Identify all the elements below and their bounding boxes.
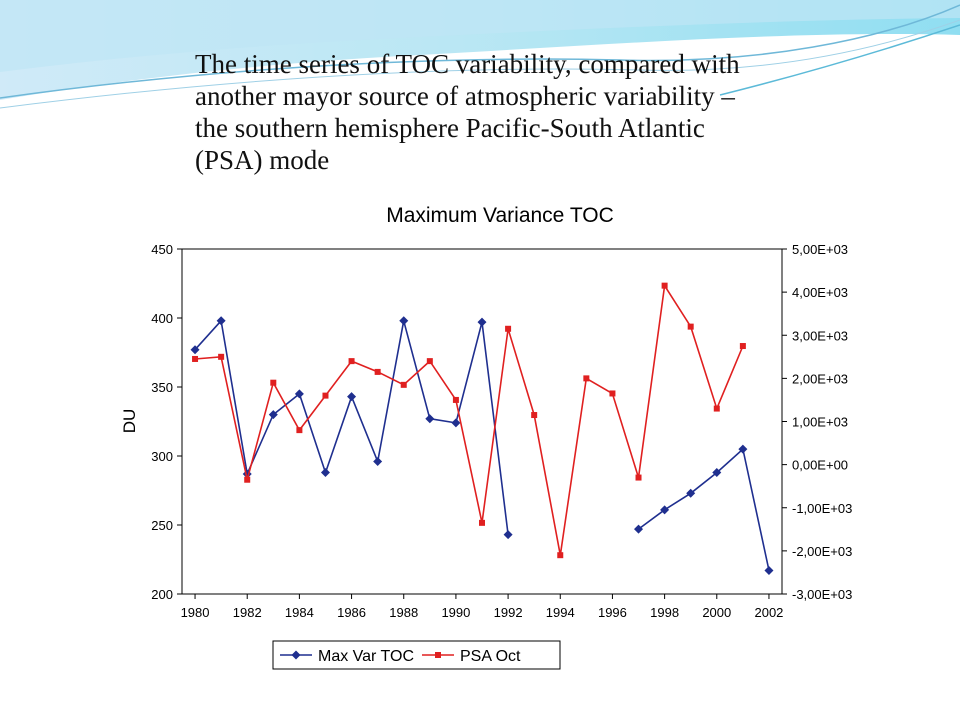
x-tick-label: 1988 xyxy=(389,605,418,620)
data-point-marker xyxy=(452,396,459,403)
y2-tick-label: 0,00E+00 xyxy=(792,458,848,473)
data-point-marker xyxy=(686,488,696,498)
chart-title: Maximum Variance TOC xyxy=(386,204,614,227)
legend: Max Var TOC PSA Oct xyxy=(272,640,561,670)
x-tick-label: 1980 xyxy=(181,605,210,620)
legend-label: Max Var TOC xyxy=(318,648,414,665)
y-tick-label: 300 xyxy=(151,449,173,464)
x-tick-label: 1986 xyxy=(337,605,366,620)
series-line xyxy=(194,283,744,556)
data-point-marker xyxy=(192,355,199,362)
series-layer xyxy=(190,282,774,576)
legend-label: PSA Oct xyxy=(460,648,521,665)
x-tick-label: 1998 xyxy=(650,605,679,620)
slide-heading: The time series of TOC variability, comp… xyxy=(195,48,875,176)
y2-tick-label: 1,00E+03 xyxy=(792,415,848,430)
y2-tick-label: 2,00E+03 xyxy=(792,371,848,386)
x-tick-label: 1992 xyxy=(494,605,523,620)
data-point-marker xyxy=(503,530,513,540)
plot-area xyxy=(181,248,783,595)
axes: 1980 1982 1984 1986 1988 1990 1992 1994 1996 1998… xyxy=(151,242,852,620)
y-tick-label: 450 xyxy=(151,242,173,257)
data-point-marker xyxy=(190,345,200,355)
series-line xyxy=(638,447,770,571)
y2-tick-label: -2,00E+03 xyxy=(792,544,852,559)
data-point-marker xyxy=(216,316,226,326)
y2-tick-label: 4,00E+03 xyxy=(792,285,848,300)
data-point-marker xyxy=(660,505,670,515)
data-point-marker xyxy=(374,368,381,375)
data-point-marker xyxy=(479,519,485,526)
data-point-marker xyxy=(291,650,301,660)
y2-tick-label: -1,00E+03 xyxy=(792,501,852,516)
x-tick-label: 1996 xyxy=(598,605,627,620)
y-tick-label: 200 xyxy=(151,587,173,602)
data-point-marker xyxy=(557,552,564,559)
x-tick-label: 1982 xyxy=(233,605,262,620)
data-point-marker xyxy=(687,323,694,330)
x-tick-label: 1990 xyxy=(441,605,470,620)
legend-box xyxy=(272,640,561,670)
data-point-marker xyxy=(296,427,303,434)
data-point-marker xyxy=(583,375,590,382)
data-point-marker xyxy=(426,358,433,365)
x-tick-label: 1984 xyxy=(285,605,314,620)
x-tick-label: 2002 xyxy=(754,605,783,620)
data-point-marker xyxy=(764,566,774,576)
heading-line: another mayor source of atmospheric vari… xyxy=(195,81,735,111)
data-point-marker xyxy=(435,652,441,658)
heading-line: the southern hemisphere Pacific-South At… xyxy=(195,113,705,143)
data-point-marker xyxy=(373,457,383,467)
data-point-marker xyxy=(400,381,407,388)
y-axis-label: DU xyxy=(120,409,139,434)
heading-line: The time series of TOC variability, comp… xyxy=(195,49,740,79)
heading-line: (PSA) mode xyxy=(195,145,330,175)
data-point-marker xyxy=(347,392,357,402)
data-point-marker xyxy=(739,343,746,350)
data-point-marker xyxy=(713,405,720,412)
data-point-marker xyxy=(661,282,668,289)
data-point-marker xyxy=(477,317,487,327)
data-point-marker xyxy=(399,316,409,326)
data-point-marker xyxy=(505,325,512,332)
y2-tick-label: 5,00E+03 xyxy=(792,242,848,257)
data-point-marker xyxy=(634,524,644,534)
series-max-var-toc xyxy=(190,316,774,576)
y2-tick-label: 3,00E+03 xyxy=(792,328,848,343)
data-point-marker xyxy=(635,474,642,481)
y-tick-label: 250 xyxy=(151,518,173,533)
data-point-marker xyxy=(322,392,329,399)
data-point-marker xyxy=(425,414,435,424)
data-point-marker xyxy=(218,353,225,360)
data-point-marker xyxy=(451,418,461,428)
data-point-marker xyxy=(294,389,304,399)
data-point-marker xyxy=(320,468,330,478)
x-tick-label: 1994 xyxy=(546,605,575,620)
data-point-marker xyxy=(738,444,748,454)
data-point-marker xyxy=(270,379,277,386)
series-psa-oct xyxy=(192,282,746,559)
x-tick-label: 2000 xyxy=(702,605,731,620)
y-tick-label: 400 xyxy=(151,311,173,326)
data-point-marker xyxy=(712,468,722,478)
data-point-marker xyxy=(609,390,616,397)
data-point-marker xyxy=(244,476,251,483)
data-point-marker xyxy=(268,410,278,420)
data-point-marker xyxy=(531,412,538,419)
y-tick-label: 350 xyxy=(151,380,173,395)
y2-tick-label: -3,00E+03 xyxy=(792,587,852,602)
data-point-marker xyxy=(348,358,355,365)
